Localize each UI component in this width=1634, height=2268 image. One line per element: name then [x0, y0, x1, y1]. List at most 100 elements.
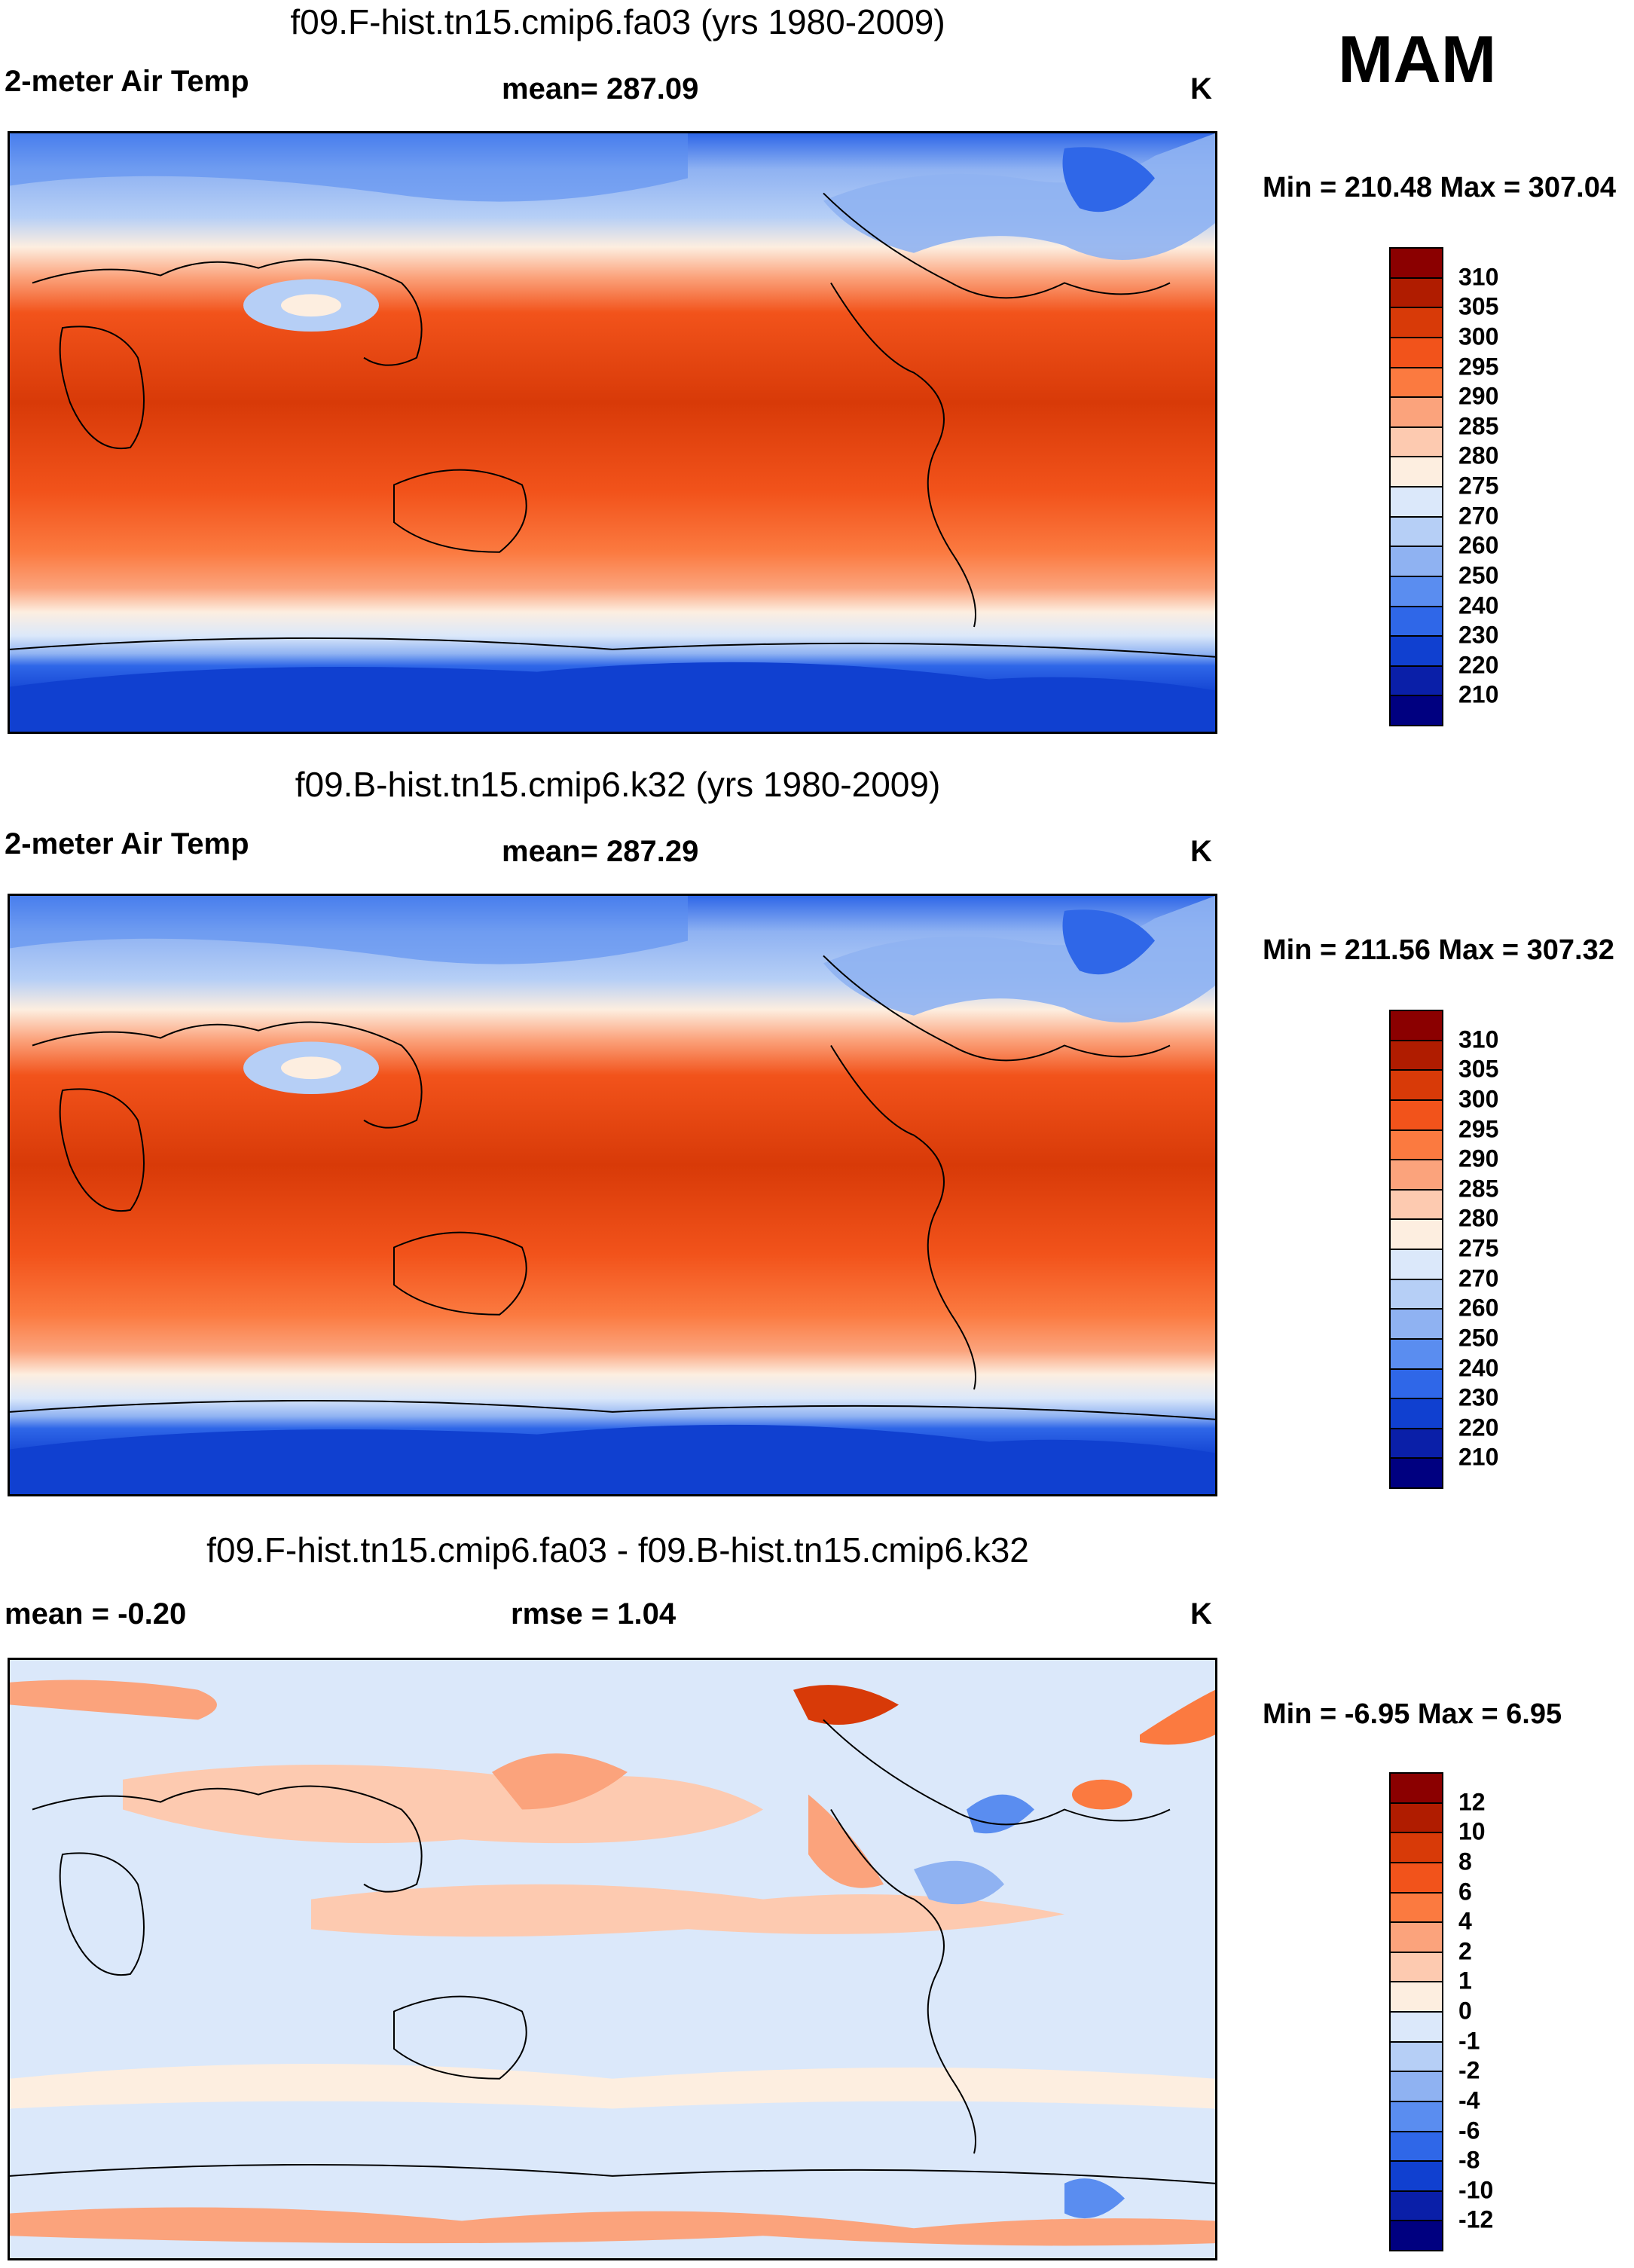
panel-3-difference-map	[8, 1658, 1217, 2260]
panel-1-title: f09.F-hist.tn15.cmip6.fa03 (yrs 1980-200…	[290, 2, 945, 41]
panel-3-rmse-label: rmse = 1.04	[511, 1597, 677, 1631]
colorbar-swatch	[1389, 695, 1443, 726]
colorbar-tick-label: 290	[1458, 1145, 1499, 1172]
colorbar-tick-label: 210	[1458, 1443, 1499, 1471]
colorbar-tick-label: 285	[1458, 412, 1499, 440]
colorbar-tick-label: -4	[1458, 2086, 1480, 2114]
colorbar-swatch	[1389, 1010, 1443, 1041]
panel-1-minmax: Min = 210.48 Max = 307.04	[1263, 172, 1616, 203]
colorbar-tick-label: 240	[1458, 1354, 1499, 1381]
colorbar-swatch	[1389, 1802, 1443, 1834]
colorbar-tick-label: 12	[1458, 1788, 1486, 1816]
colorbar-swatch	[1389, 1188, 1443, 1221]
colorbar-swatch	[1389, 307, 1443, 338]
colorbar-tick-label: 2	[1458, 1937, 1472, 1965]
colorbar-tick-label: 220	[1458, 651, 1499, 679]
colorbar-tick-label: 240	[1458, 591, 1499, 619]
colorbar-tick-label: -2	[1458, 2056, 1480, 2084]
panel-1-variable-label: 2-meter Air Temp	[5, 65, 249, 98]
colorbar-tick-label: 290	[1458, 382, 1499, 410]
colorbar-tick-label: 280	[1458, 442, 1499, 469]
colorbar-tick-label: 300	[1458, 322, 1499, 350]
colorbar-swatch	[1389, 2071, 1443, 2102]
panel-2-units-label: K	[1190, 835, 1212, 868]
colorbar-swatch	[1389, 396, 1443, 428]
colorbar-swatch	[1389, 1861, 1443, 1894]
colorbar-swatch	[1389, 1069, 1443, 1101]
season-label: MAM	[1338, 22, 1497, 96]
panel-2-title: f09.B-hist.tn15.cmip6.k32 (yrs 1980-2009…	[295, 765, 941, 804]
colorbar-swatch	[1389, 575, 1443, 607]
colorbar-tick-label: 4	[1458, 1907, 1472, 1935]
colorbar-tick-label: 260	[1458, 531, 1499, 559]
panel-3-units-label: K	[1190, 1597, 1212, 1631]
colorbar-tick-label: 210	[1458, 680, 1499, 708]
colorbar-tick-label: 1	[1458, 1967, 1472, 1994]
colorbar-swatch	[1389, 2160, 1443, 2192]
colorbar-swatch	[1389, 426, 1443, 458]
panel-1-temperature-map	[8, 131, 1217, 734]
colorbar-swatch	[1389, 2100, 1443, 2132]
colorbar-swatch	[1389, 1398, 1443, 1429]
colorbar-tick-label: 250	[1458, 1324, 1499, 1352]
colorbar-tick-label: -12	[1458, 2205, 1494, 2233]
panel-2-colorbar: 310 305 300 295 290 285 280 275 270 260 250 240 230 2…	[1389, 1010, 1498, 1489]
panel-3-colorbar: 12 10 8 6 4 2 1 0 -1 -2 -4 -6 -8 -10 -12	[1389, 1772, 1493, 2251]
colorbar-swatch	[1389, 1099, 1443, 1131]
colorbar-swatch	[1389, 2011, 1443, 2043]
colorbar-swatch	[1389, 1308, 1443, 1340]
colorbar-swatch	[1389, 2220, 1443, 2251]
colorbar-swatch	[1389, 1159, 1443, 1191]
colorbar-tick-label: 310	[1458, 263, 1499, 291]
panel-3-title: f09.F-hist.tn15.cmip6.fa03 - f09.B-hist.…	[206, 1530, 1029, 1570]
colorbar-tick-label: -8	[1458, 2146, 1480, 2174]
colorbar-swatch	[1389, 635, 1443, 667]
colorbar-tick-label: -1	[1458, 2027, 1480, 2055]
colorbar-tick-label: 220	[1458, 1414, 1499, 1441]
colorbar-swatch	[1389, 456, 1443, 488]
colorbar-tick-label: 285	[1458, 1175, 1499, 1203]
colorbar-tick-label: 295	[1458, 353, 1499, 380]
colorbar-swatch	[1389, 486, 1443, 518]
colorbar-swatch	[1389, 1951, 1443, 1983]
panel-1-colorbar: 310 305 300 295 290 285 280 275 270 260 250 240 230 2…	[1389, 247, 1498, 726]
colorbar-tick-label: 310	[1458, 1025, 1499, 1053]
colorbar-swatch	[1389, 1218, 1443, 1250]
colorbar-swatch	[1389, 546, 1443, 577]
colorbar-swatch	[1389, 1427, 1443, 1460]
panel-3-minmax: Min = -6.95 Max = 6.95	[1263, 1698, 1562, 1730]
colorbar-swatch	[1389, 1832, 1443, 1863]
colorbar-tick-label: 230	[1458, 1383, 1499, 1411]
colorbar-tick-label: 305	[1458, 1055, 1499, 1083]
panel-2-mean-label: mean= 287.29	[502, 835, 699, 868]
colorbar-swatch	[1389, 1921, 1443, 1953]
colorbar-swatch	[1389, 515, 1443, 548]
panel-2-variable-label: 2-meter Air Temp	[5, 827, 249, 860]
colorbar-swatch	[1389, 1457, 1443, 1489]
colorbar-tick-label: 260	[1458, 1294, 1499, 1322]
colorbar-swatch	[1389, 277, 1443, 309]
colorbar-tick-label: 6	[1458, 1878, 1472, 1905]
colorbar-swatch	[1389, 1278, 1443, 1310]
colorbar-tick-label: 250	[1458, 561, 1499, 589]
colorbar-tick-label: 275	[1458, 472, 1499, 500]
colorbar-tick-label: 305	[1458, 292, 1499, 320]
colorbar-swatch	[1389, 2190, 1443, 2222]
colorbar-swatch	[1389, 1368, 1443, 1400]
colorbar-tick-label: 0	[1458, 1997, 1472, 2025]
colorbar-swatch	[1389, 2130, 1443, 2163]
panel-2-minmax: Min = 211.56 Max = 307.32	[1263, 934, 1614, 966]
colorbar-tick-label: 275	[1458, 1234, 1499, 1262]
colorbar-tick-label: -10	[1458, 2176, 1494, 2204]
panel-1-mean-label: mean= 287.09	[502, 72, 699, 105]
colorbar-swatch	[1389, 1891, 1443, 1924]
colorbar-swatch	[1389, 1337, 1443, 1370]
colorbar-swatch	[1389, 665, 1443, 697]
colorbar-swatch	[1389, 1249, 1443, 1280]
colorbar-swatch	[1389, 247, 1443, 279]
panel-2-temperature-map	[8, 894, 1217, 1496]
colorbar-swatch	[1389, 336, 1443, 368]
colorbar-tick-label: 270	[1458, 502, 1499, 530]
colorbar-tick-label: 295	[1458, 1115, 1499, 1142]
colorbar-swatch	[1389, 1772, 1443, 1804]
